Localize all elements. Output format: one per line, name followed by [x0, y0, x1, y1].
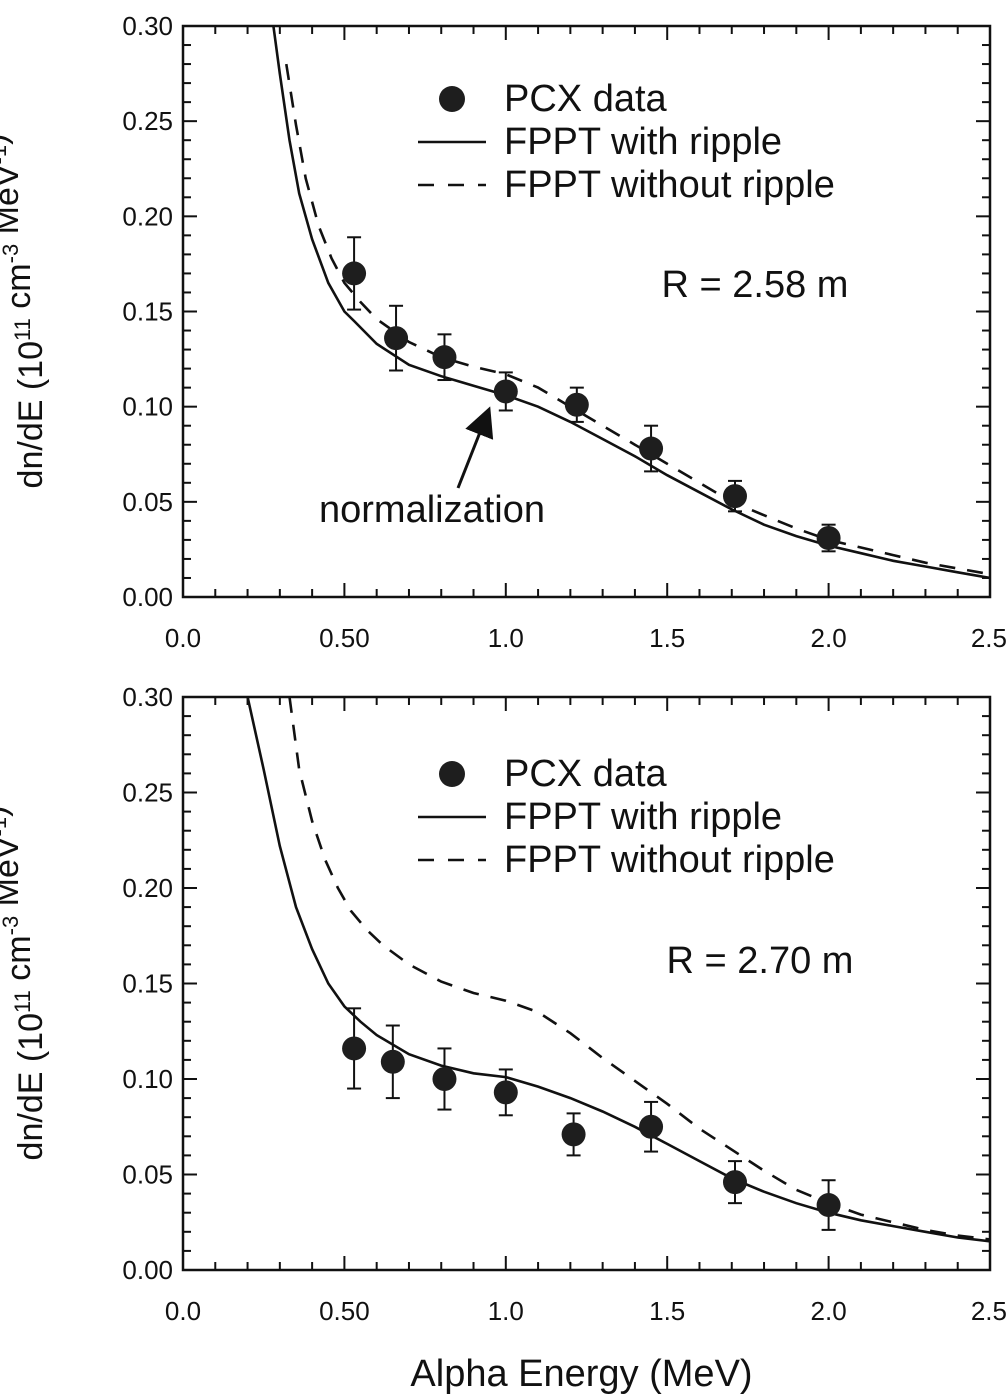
- legend-label: PCX data: [504, 78, 668, 120]
- y-axis-title: dn/dE (1011 cm-3 MeV-1): [0, 806, 50, 1161]
- legend-label: PCX data: [504, 753, 668, 795]
- data-point: [493, 379, 518, 404]
- y-tick-label: 0.10: [122, 392, 173, 422]
- data-point: [342, 1036, 367, 1061]
- radius-annotation: R = 2.70 m: [667, 940, 854, 982]
- x-axis-title: Alpha Energy (MeV): [410, 1353, 752, 1394]
- data-point: [432, 345, 457, 370]
- data-point: [561, 1122, 586, 1147]
- plot-area: [246, 697, 990, 1243]
- y-tick-label: 0.10: [122, 1064, 173, 1094]
- legend-marker-points: [439, 86, 465, 112]
- chart-panel-1: 0.0 0.50 1.0 1.5 2.0 2.5 0.00 0.05 0.10 0.15 0.20 0…: [0, 11, 1007, 653]
- data-point: [816, 525, 841, 550]
- data-point: [380, 1049, 405, 1074]
- data-point: [384, 326, 409, 351]
- y-tick-label: 0.25: [122, 106, 173, 136]
- x-tick-label: 1.0: [488, 623, 524, 653]
- x-tick-label: 2.5: [971, 1296, 1007, 1326]
- data-point: [722, 484, 747, 509]
- legend-label: FPPT without ripple: [504, 164, 835, 206]
- data-point: [432, 1067, 457, 1091]
- y-tick-label: 0.00: [122, 1255, 173, 1285]
- x-tick-label: 0.50: [319, 1296, 370, 1326]
- series-line-with-ripple: [272, 26, 990, 580]
- x-tick-label: 1.5: [649, 623, 685, 653]
- data-point: [722, 1170, 747, 1195]
- y-tick-label: 0.30: [122, 11, 173, 41]
- x-tick-label: 0.50: [319, 623, 370, 653]
- chart-panel-2: 0.0 0.50 1.0 1.5 2.0 2.5 0.00 0.05 0.10 0.15 0.20 0…: [0, 682, 1007, 1394]
- data-point: [639, 1114, 664, 1139]
- data-point: [639, 436, 664, 461]
- data-point: [816, 1193, 841, 1218]
- radius-annotation: R = 2.58 m: [662, 264, 849, 306]
- y-tick-label: 0.20: [122, 873, 173, 903]
- data-point: [564, 392, 589, 417]
- y-axis-title: dn/dE (1011 cm-3 MeV-1): [0, 134, 50, 489]
- y-tick-label: 0.15: [122, 969, 173, 999]
- normalization-arrow: [456, 406, 494, 489]
- y-tick-label: 0.25: [122, 778, 173, 808]
- x-tick-label: 2.5: [971, 623, 1007, 653]
- data-point: [342, 261, 367, 286]
- legend-marker-points: [439, 761, 465, 787]
- series-line-with-ripple: [246, 697, 990, 1243]
- x-tick-label: 1.5: [649, 1296, 685, 1326]
- x-tick-label: 2.0: [811, 623, 847, 653]
- y-tick-label: 0.05: [122, 487, 173, 517]
- x-tick-label: 2.0: [811, 1296, 847, 1326]
- y-tick-label: 0.20: [122, 201, 173, 231]
- y-tick-label: 0.00: [122, 582, 173, 612]
- y-tick-label: 0.15: [122, 297, 173, 327]
- y-tick-label: 0.30: [122, 682, 173, 712]
- x-tick-label: 0.0: [165, 623, 201, 653]
- x-tick-label: 1.0: [488, 1296, 524, 1326]
- series-line-without-ripple: [288, 697, 990, 1241]
- legend-label: FPPT without ripple: [504, 839, 835, 881]
- data-point: [493, 1080, 518, 1105]
- normalization-annotation: normalization: [319, 489, 545, 531]
- y-tick-label: 0.05: [122, 1160, 173, 1190]
- x-tick-label: 0.0: [165, 1296, 201, 1326]
- legend-label: FPPT with ripple: [504, 796, 782, 838]
- legend-label: FPPT with ripple: [504, 121, 782, 163]
